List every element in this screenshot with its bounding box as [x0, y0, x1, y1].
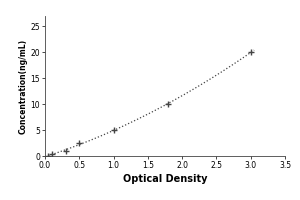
Y-axis label: Concentration(ng/mL): Concentration(ng/mL) — [19, 38, 28, 134]
X-axis label: Optical Density: Optical Density — [123, 174, 207, 184]
